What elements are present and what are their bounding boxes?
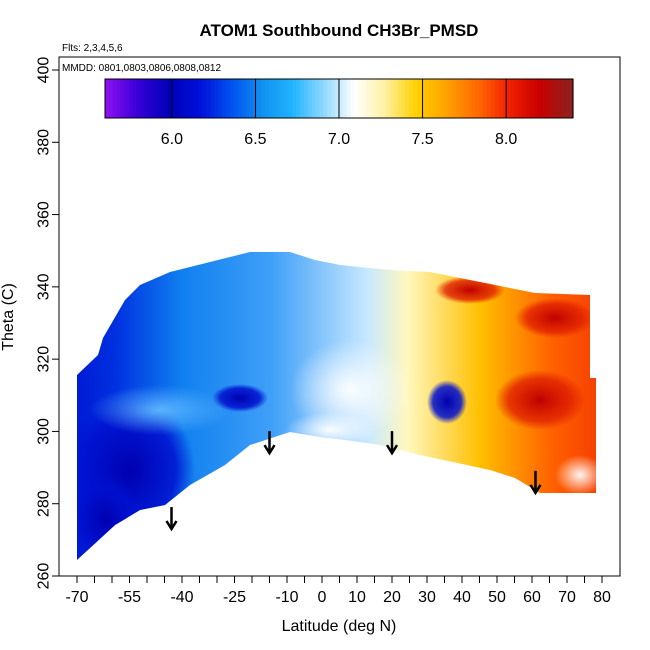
colorbar: 6.0 6.5 7.0 7.5 8.0 (104, 78, 574, 148)
colorbar-tick-label: 7.5 (411, 131, 433, 148)
y-tick-label: 340 (36, 273, 53, 300)
x-tick-label: 20 (383, 589, 401, 606)
y-tick-label: 360 (36, 201, 53, 228)
y-tick-label: 380 (36, 129, 53, 156)
x-tick-label: 50 (488, 589, 506, 606)
x-tick-label: 60 (523, 589, 541, 606)
x-tick-label: -70 (65, 589, 88, 606)
y-axis: 260 280 300 320 340 360 380 400 (36, 57, 60, 590)
x-tick-label: -25 (223, 589, 246, 606)
x-tick-label: -40 (170, 589, 193, 606)
arrow-marker (385, 431, 399, 456)
y-axis-label: Theta (C) (0, 283, 17, 351)
y-tick-label: 300 (36, 418, 53, 445)
arrow-marker (529, 470, 542, 496)
x-tick-label: 70 (558, 589, 576, 606)
x-tick-label: 0 (318, 589, 327, 606)
x-tick-label: 40 (453, 589, 471, 606)
x-tick-label: 80 (593, 589, 611, 606)
x-tick-label: 30 (418, 589, 436, 606)
x-tick-label: -55 (118, 589, 141, 606)
flights-label: Flts: 2,3,4,5,6 (62, 43, 123, 54)
colorbar-tick-label: 6.0 (161, 131, 183, 148)
y-tick-label: 280 (36, 490, 53, 517)
y-tick-label: 400 (36, 57, 53, 84)
arrow-marker (263, 431, 276, 456)
y-tick-label: 320 (36, 346, 53, 373)
x-tick-label: -10 (275, 589, 298, 606)
x-axis-label: Latitude (deg N) (282, 618, 397, 635)
x-axis: -70 -55 -40 -25 -10 0 10 20 30 40 50 60 70 80 (65, 575, 611, 606)
colorbar-tick-label: 8.0 (495, 131, 517, 148)
x-tick-label: 10 (348, 589, 366, 606)
colorbar-tick-label: 6.5 (244, 131, 266, 148)
arrows (165, 431, 542, 532)
chart-title: ATOM1 Southbound CH3Br_PMSD (200, 21, 479, 40)
y-tick-label: 260 (36, 563, 53, 590)
colorbar-tick-label: 7.0 (328, 131, 350, 148)
dates-label: MMDD: 0801,0803,0806,0808,0812 (62, 63, 221, 74)
data-field (77, 252, 596, 560)
arrow-marker (165, 507, 178, 532)
